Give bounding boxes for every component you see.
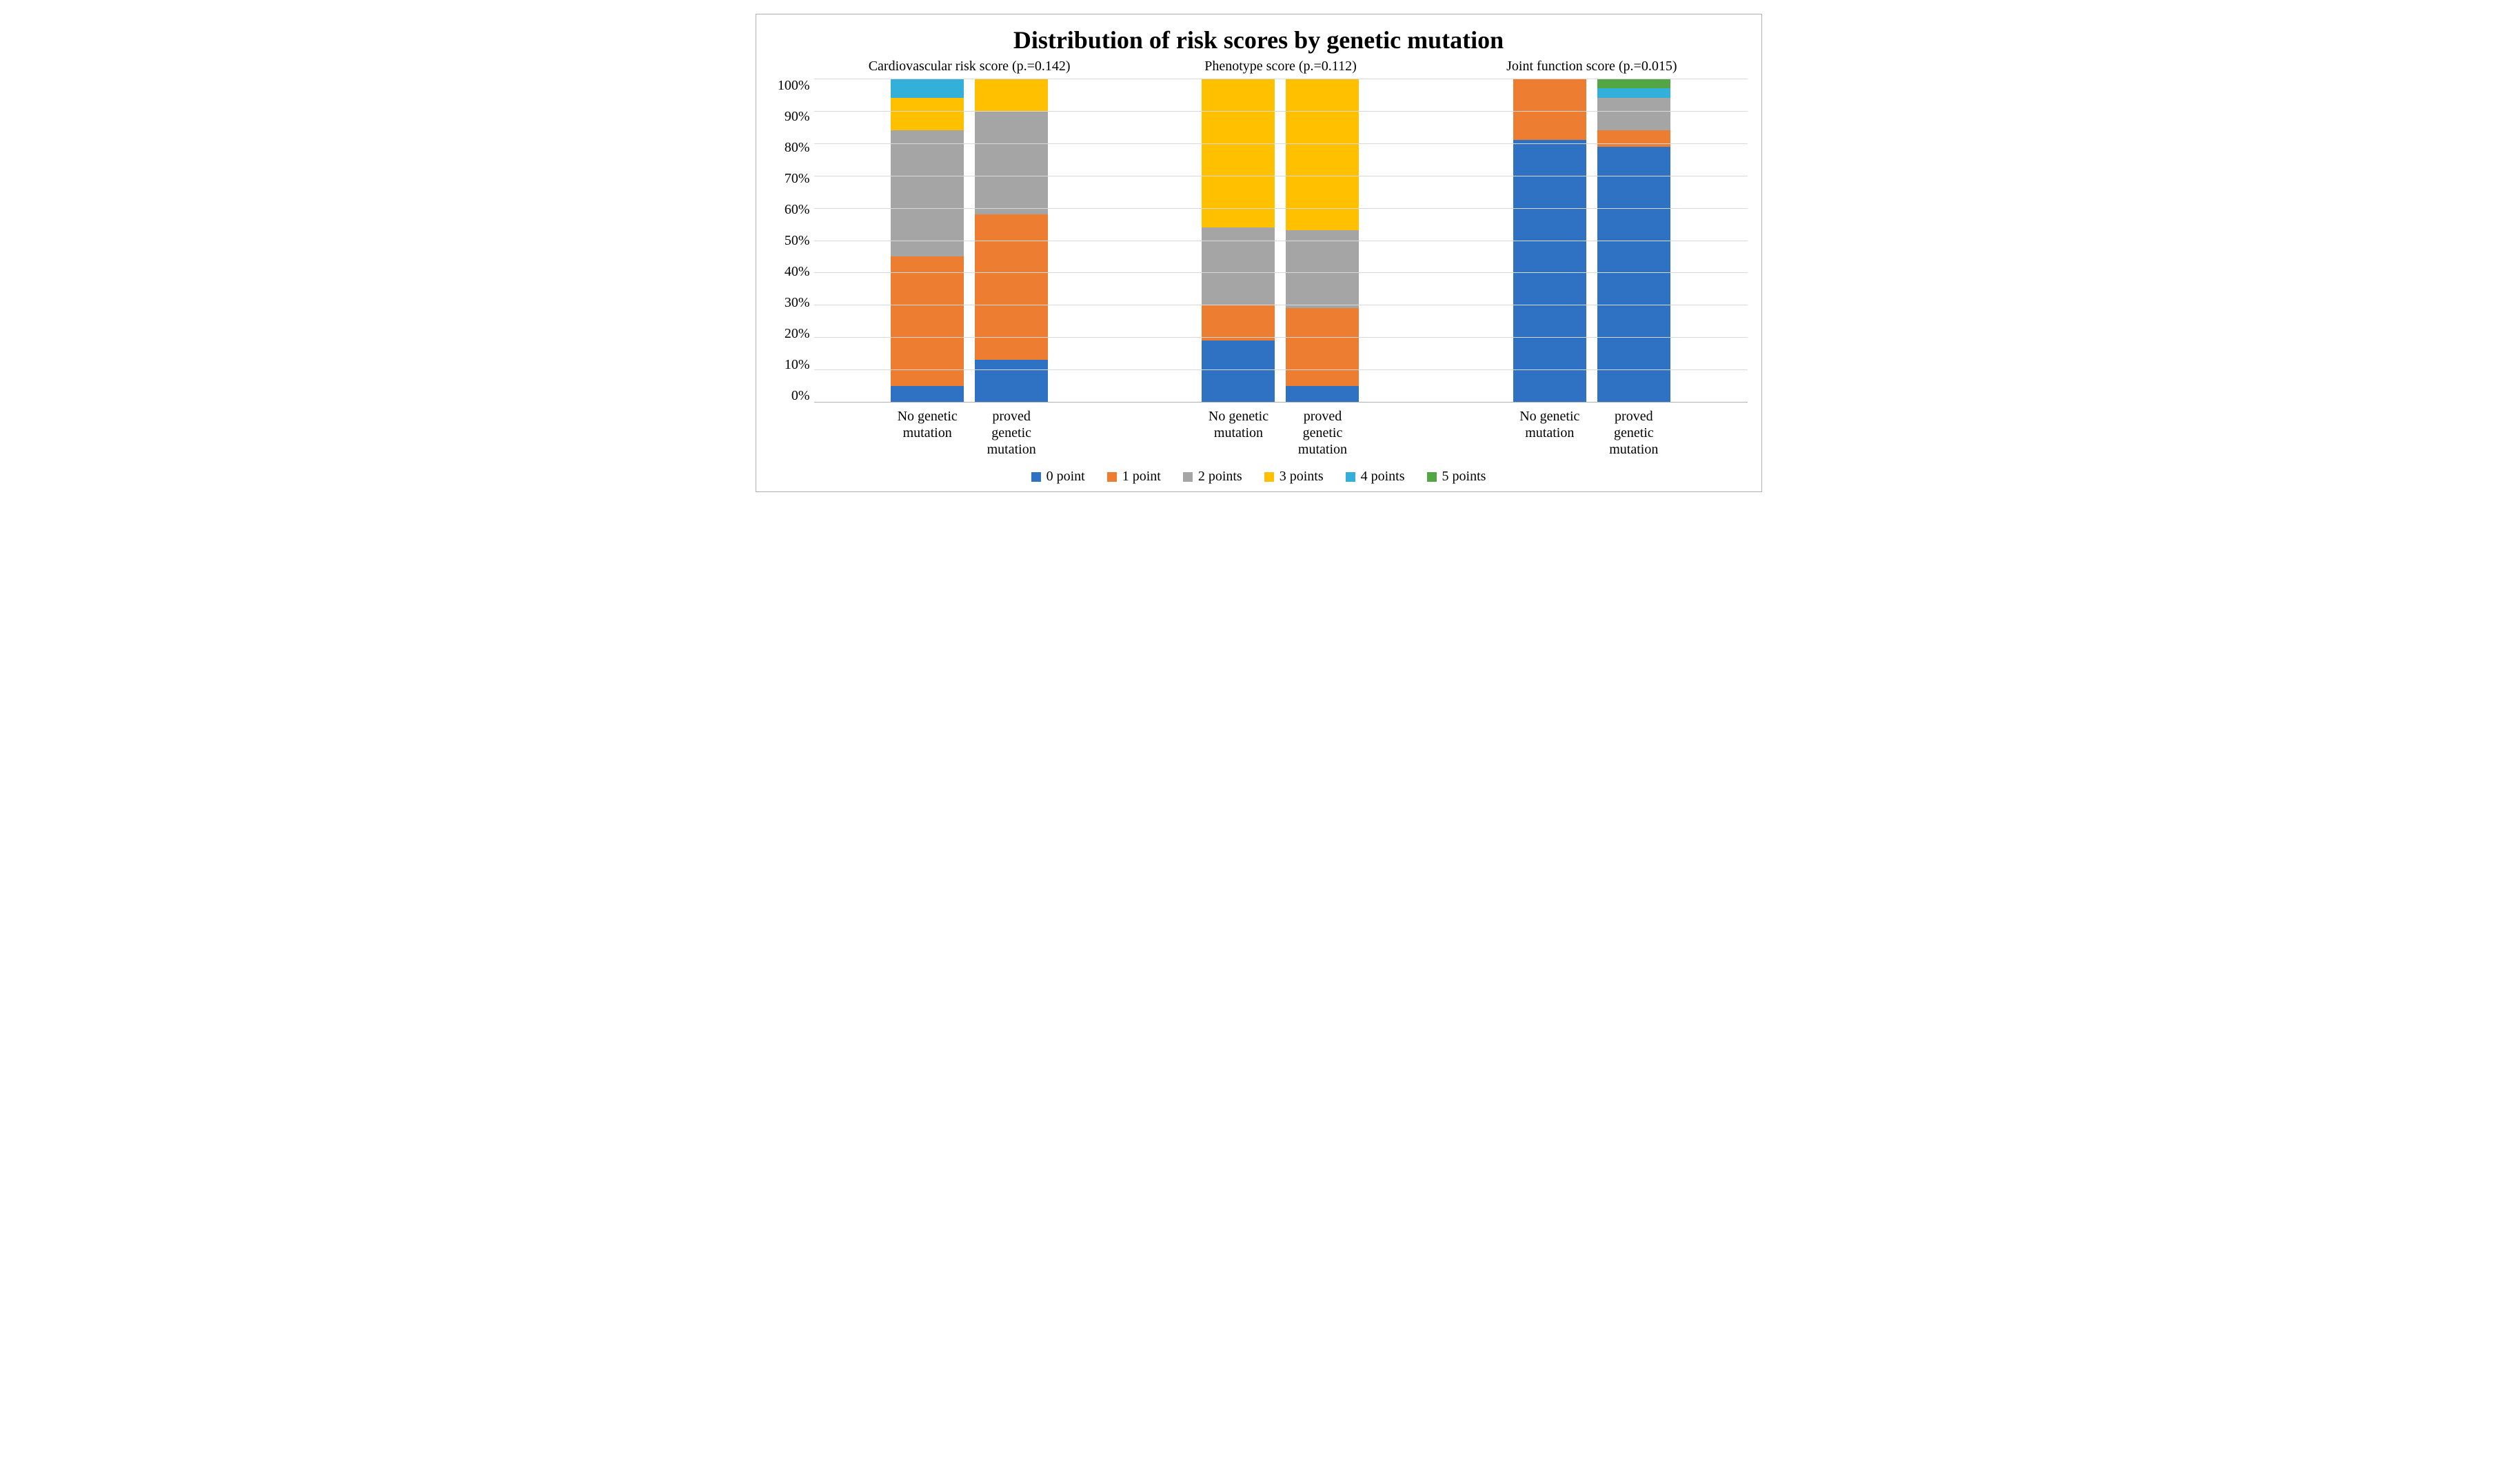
gridline <box>814 143 1748 144</box>
y-tick-label: 70% <box>785 172 810 185</box>
x-tick-label: proved genetic mutation <box>975 408 1048 458</box>
panel-subtitle: Cardiovascular risk score (p.=0.142) <box>814 59 1125 74</box>
y-tick-label: 90% <box>785 110 810 123</box>
bar-segment <box>1286 230 1359 308</box>
bar-segment <box>891 386 964 402</box>
legend-swatch <box>1264 472 1274 482</box>
bar-segment <box>891 98 964 130</box>
panel-subtitle: Joint function score (p.=0.015) <box>1436 59 1747 74</box>
panel-subtitles: Cardiovascular risk score (p.=0.142) Phe… <box>770 59 1748 74</box>
gridline <box>814 111 1748 112</box>
legend-label: 4 points <box>1361 469 1405 485</box>
legend-label: 0 point <box>1047 469 1085 485</box>
y-tick-label: 10% <box>785 358 810 372</box>
y-axis: 100% 90% 80% 70% 60% 50% 40% 30% 20% 10% 0% <box>770 79 814 403</box>
legend-item: 5 points <box>1427 469 1486 485</box>
bar-segment <box>1597 79 1670 88</box>
bar-segment <box>1202 305 1275 340</box>
legend-item: 1 point <box>1107 469 1161 485</box>
x-tick-label: proved genetic mutation <box>1286 408 1359 458</box>
bar-segment <box>1513 79 1586 140</box>
legend-swatch <box>1346 472 1355 482</box>
legend-label: 2 points <box>1198 469 1242 485</box>
legend-label: 5 points <box>1442 469 1486 485</box>
bar-segment <box>1286 308 1359 386</box>
x-tick-label: No genetic mutation <box>1513 408 1586 458</box>
legend-swatch <box>1031 472 1041 482</box>
bar-segment <box>1597 147 1670 403</box>
legend-item: 4 points <box>1346 469 1405 485</box>
gridline <box>814 369 1748 370</box>
bar-segment <box>1286 386 1359 402</box>
x-tick-label: No genetic mutation <box>891 408 964 458</box>
bar-segment <box>891 79 964 98</box>
bar-segment <box>975 79 1048 111</box>
legend-item: 3 points <box>1264 469 1324 485</box>
plot-area: 100% 90% 80% 70% 60% 50% 40% 30% 20% 10% 0% <box>770 79 1748 403</box>
bar-segment <box>1202 79 1275 227</box>
legend-swatch <box>1107 472 1117 482</box>
y-tick-label: 40% <box>785 265 810 278</box>
bar-segment <box>1513 140 1586 402</box>
x-axis-labels: No genetic mutationproved genetic mutati… <box>770 408 1748 458</box>
y-tick-label: 0% <box>791 389 810 403</box>
bar-segment <box>891 256 964 386</box>
y-tick-label: 60% <box>785 203 810 216</box>
legend-swatch <box>1183 472 1193 482</box>
gridline <box>814 208 1748 209</box>
x-tick-label: proved genetic mutation <box>1597 408 1670 458</box>
y-tick-label: 80% <box>785 141 810 154</box>
bar-segment <box>975 111 1048 214</box>
legend-item: 2 points <box>1183 469 1242 485</box>
bar-segment <box>975 360 1048 402</box>
x-panel: No genetic mutationproved genetic mutati… <box>814 408 1125 458</box>
x-panel: No genetic mutationproved genetic mutati… <box>1125 408 1436 458</box>
bar-segment <box>1202 340 1275 402</box>
legend-label: 3 points <box>1280 469 1324 485</box>
y-tick-label: 100% <box>778 79 810 92</box>
bar-segment <box>975 214 1048 360</box>
x-panel: No genetic mutationproved genetic mutati… <box>1436 408 1747 458</box>
y-tick-label: 50% <box>785 234 810 247</box>
bar-segment <box>891 130 964 256</box>
legend: 0 point 1 point 2 points 3 points 4 points 5 … <box>770 469 1748 485</box>
bar-segment <box>1202 227 1275 305</box>
plot-grid <box>814 79 1748 403</box>
y-tick-label: 30% <box>785 296 810 309</box>
panel-subtitle: Phenotype score (p.=0.112) <box>1125 59 1436 74</box>
gridline <box>814 402 1748 403</box>
y-tick-label: 20% <box>785 327 810 340</box>
chart-title: Distribution of risk scores by genetic m… <box>770 26 1748 54</box>
legend-label: 1 point <box>1122 469 1161 485</box>
legend-swatch <box>1427 472 1437 482</box>
bar-segment <box>1597 98 1670 130</box>
gridline <box>814 272 1748 273</box>
gridline <box>814 337 1748 338</box>
x-tick-label: No genetic mutation <box>1202 408 1275 458</box>
bar-segment <box>1597 130 1670 146</box>
chart-container: Distribution of risk scores by genetic m… <box>756 14 1762 492</box>
bar-segment <box>1597 88 1670 98</box>
legend-item: 0 point <box>1031 469 1085 485</box>
